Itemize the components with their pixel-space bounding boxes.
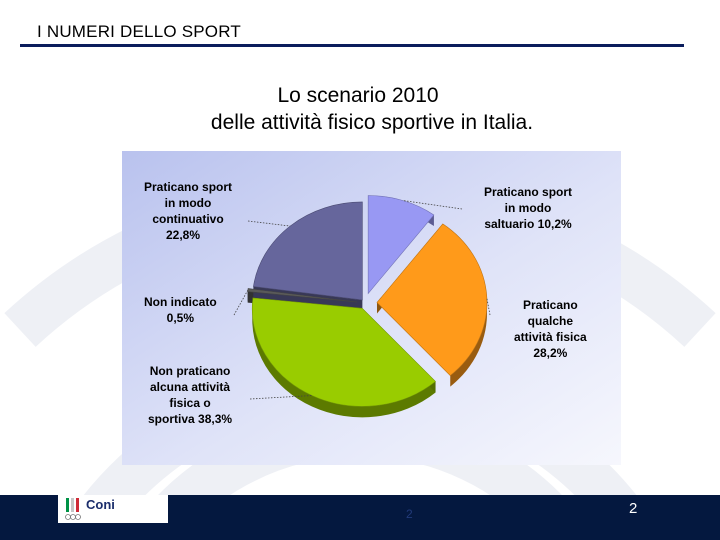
page-number: 2 [629,500,638,517]
label-non-indicato-line-2: 0,5% [166,311,195,325]
slide-title-line-1: Lo scenario 2010 [277,84,439,107]
label-non-praticano-line-2: alcuna attività [150,380,231,394]
page-number-watermark: 2 [406,507,413,521]
label-qualche-line-4: 28,2% [533,346,568,360]
header-rule [20,44,684,47]
label-continuativo-line-1: Praticano sport [144,180,233,194]
label-non-indicato: Non indicato 0,5% [144,294,217,326]
header-title: I NUMERI DELLO SPORT [37,22,241,41]
leader-line-1 [402,200,463,210]
pie-chart-panel: Praticano sport in modo continuativo 22,… [122,151,621,465]
pie-slice-1 [367,195,435,295]
slide-title: Lo scenario 2010 delle attività fisico s… [0,82,720,136]
leader-line-3 [249,395,313,400]
label-saltuario-line-2: in modo [504,201,552,215]
slide-title-line-2: delle attività fisico sportive in Italia… [210,111,534,134]
leader-line-5 [247,220,291,227]
label-non-indicato-line-1: Non indicato [144,295,217,309]
pie-chart [122,151,621,465]
label-qualche-line-3: attività fisica [514,330,587,344]
label-qualche: Praticano qualche attività fisica 28,2% [514,297,587,361]
label-continuativo-line-2: in modo [164,196,212,210]
label-continuativo-line-3: continuativo [152,212,224,226]
label-continuativo: Praticano sport in modo continuativo 22,… [144,179,232,243]
coni-logo-text: Coni [86,497,115,512]
label-qualche-line-1: Praticano [523,298,578,312]
pie-slice-3 [252,297,436,407]
label-saltuario: Praticano sport in modo saltuario 10,2% [484,184,572,232]
label-non-praticano-line-4: sportiva 38,3% [148,412,233,426]
label-qualche-line-2: qualche [527,314,574,328]
label-non-praticano-line-1: Non praticano [149,364,231,378]
pie-slice-4 [247,288,358,303]
label-saltuario-line-1: Praticano sport [484,185,573,199]
pie-slice-5 [253,201,363,301]
label-continuativo-line-4: 22,8% [166,228,201,242]
label-non-praticano: Non praticano alcuna attività fisica o s… [148,363,232,427]
coni-logo [58,495,168,523]
label-saltuario-line-3: saltuario 10,2% [484,217,572,231]
pie-slice-2 [376,223,488,376]
label-non-praticano-line-3: fisica o [169,396,211,410]
coni-rings-icon [65,498,81,520]
